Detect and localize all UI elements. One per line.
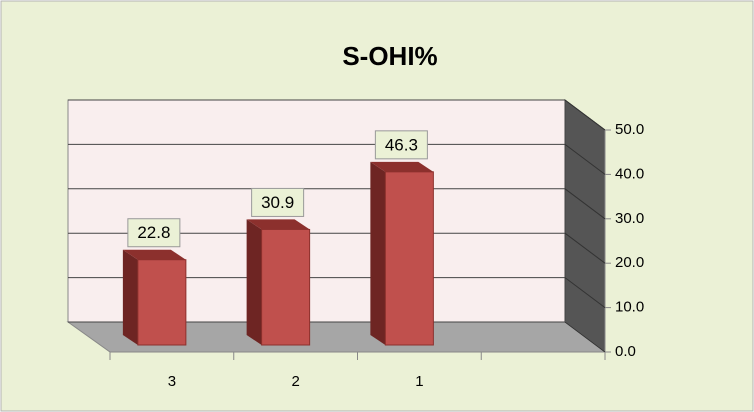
data-label-box xyxy=(127,218,181,248)
bar-top xyxy=(122,249,186,260)
y-tick-label: 10.0 xyxy=(615,299,644,316)
x-tick-label: 1 xyxy=(415,373,423,390)
data-label: 46.3 xyxy=(385,135,418,154)
y-tick-label: 30.0 xyxy=(615,210,644,227)
x-tick-label: 2 xyxy=(291,373,299,390)
y-tick-label: 0.0 xyxy=(615,343,636,360)
data-label: 30.9 xyxy=(261,193,294,212)
data-label-box xyxy=(251,187,305,217)
bar-side xyxy=(370,161,386,345)
grid-line xyxy=(564,232,606,264)
grid-line xyxy=(564,321,606,353)
grid-line xyxy=(564,143,606,175)
y-tick-label: 20.0 xyxy=(615,254,644,271)
data-label: 22.8 xyxy=(137,223,170,242)
grid-line xyxy=(564,99,606,131)
bar-side xyxy=(246,219,262,345)
bar xyxy=(137,259,187,346)
grid-line xyxy=(564,277,606,309)
bar xyxy=(261,228,311,346)
grid-line xyxy=(564,188,606,220)
y-tick-label: 40.0 xyxy=(615,165,644,182)
chart-title: S-OHI% xyxy=(342,41,437,71)
bar-side xyxy=(122,249,138,345)
x-tick-label: 3 xyxy=(168,373,176,390)
side-wall xyxy=(564,99,606,353)
data-label-box xyxy=(374,130,428,160)
bar-top xyxy=(246,219,310,230)
bar-top xyxy=(370,161,434,172)
bar xyxy=(384,171,434,346)
y-tick-label: 50.0 xyxy=(615,121,644,138)
